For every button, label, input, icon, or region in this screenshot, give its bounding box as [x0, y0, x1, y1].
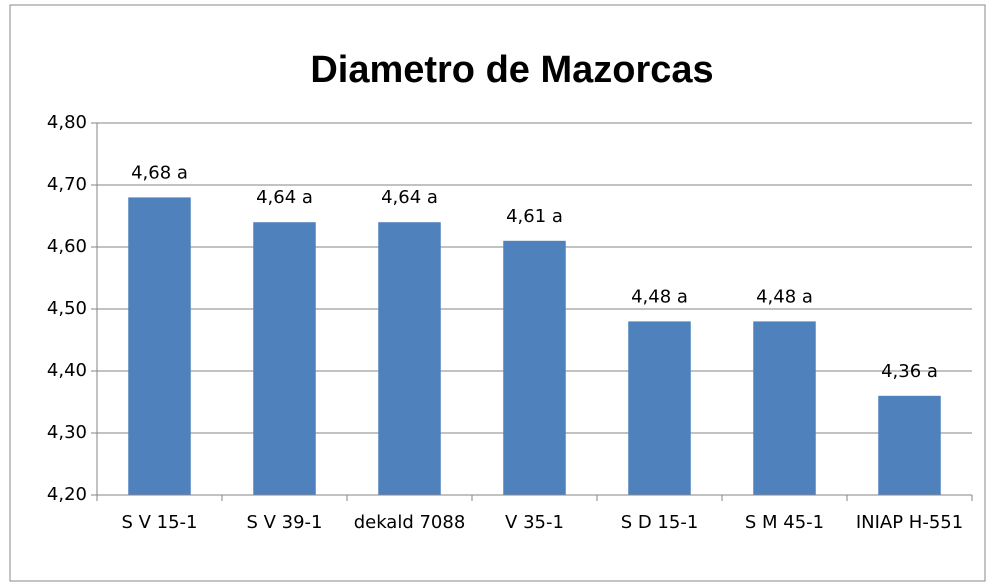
bar [503, 240, 566, 495]
bar [628, 321, 691, 495]
bar [128, 197, 191, 495]
data-label: 4,61 a [506, 206, 563, 227]
y-tick-label: 4,60 [47, 236, 87, 257]
bar [253, 222, 316, 495]
chart-title: Diametro de Mazorcas [310, 49, 713, 91]
data-label: 4,48 a [631, 286, 688, 307]
x-tick-label: INIAP H-551 [856, 512, 963, 533]
x-tick-label: V 35-1 [505, 512, 564, 533]
data-label: 4,48 a [756, 286, 813, 307]
bar [753, 321, 816, 495]
x-tick-label: S V 15-1 [121, 512, 197, 533]
x-tick-label: S D 15-1 [621, 512, 699, 533]
data-label: 4,64 a [381, 187, 438, 208]
y-tick-label: 4,70 [47, 174, 87, 195]
y-tick-label: 4,40 [47, 360, 87, 381]
y-tick-label: 4,50 [47, 298, 87, 319]
data-label: 4,68 a [131, 162, 188, 183]
data-label: 4,36 a [881, 361, 938, 382]
x-tick-label: dekald 7088 [354, 512, 466, 533]
data-label: 4,64 a [256, 187, 313, 208]
y-tick-label: 4,20 [47, 484, 87, 505]
bar [378, 222, 441, 495]
x-tick-label: S V 39-1 [246, 512, 322, 533]
bar [878, 395, 941, 495]
x-tick-label: S M 45-1 [745, 512, 824, 533]
y-tick-label: 4,80 [47, 112, 87, 133]
y-tick-label: 4,30 [47, 422, 87, 443]
